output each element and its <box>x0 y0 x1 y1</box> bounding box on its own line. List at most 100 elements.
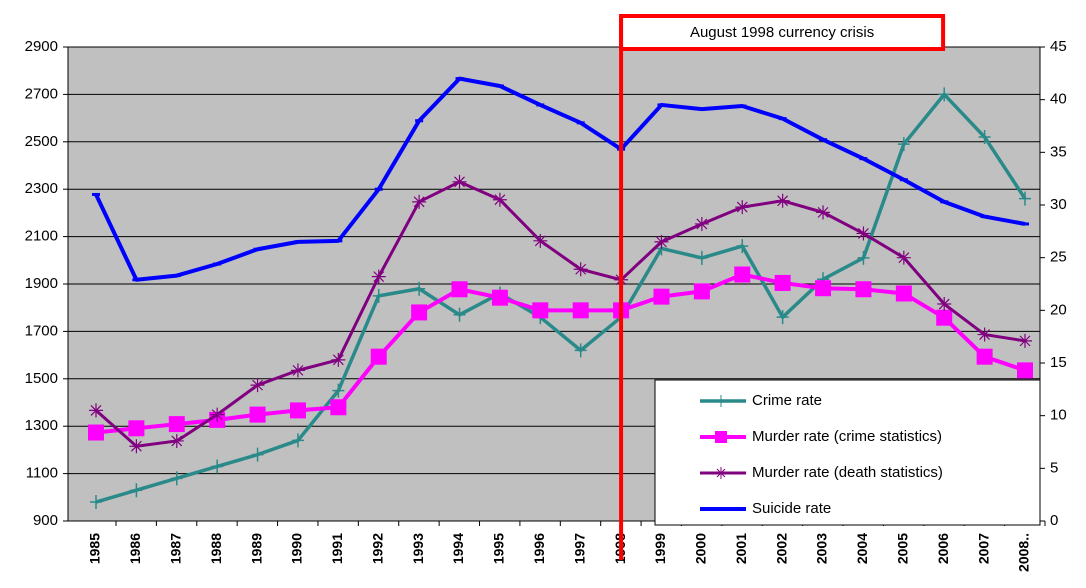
data-point <box>291 433 304 448</box>
legend-label: Crime rate <box>752 392 822 409</box>
data-point <box>452 174 467 189</box>
data-point <box>896 250 911 265</box>
marker <box>896 250 911 265</box>
data-point <box>572 302 589 319</box>
marker <box>895 285 912 302</box>
data-point <box>576 121 585 125</box>
data-point <box>290 363 305 378</box>
marker <box>855 281 872 298</box>
marker <box>736 239 749 254</box>
marker <box>451 281 468 298</box>
marker <box>976 348 993 365</box>
legend-marker <box>715 467 727 479</box>
data-point <box>778 117 787 121</box>
marker <box>693 283 710 300</box>
legend-marker <box>715 431 727 443</box>
marker <box>168 416 185 433</box>
marker <box>129 439 144 454</box>
y-tick-label: 1700 <box>25 322 58 339</box>
marker <box>734 266 751 283</box>
data-point <box>455 77 464 81</box>
marker <box>88 424 104 441</box>
data-point <box>211 459 224 474</box>
y2-tick-label: 25 <box>1050 249 1067 266</box>
data-point <box>170 471 183 486</box>
legend-box <box>654 379 1041 526</box>
data-point <box>859 157 868 161</box>
marker <box>453 307 466 322</box>
data-point <box>978 130 991 145</box>
marker <box>1021 222 1029 226</box>
marker <box>211 459 224 474</box>
marker <box>532 302 549 319</box>
marker <box>374 187 383 191</box>
data-point <box>532 302 549 319</box>
y-tick-label: 2900 <box>25 38 58 55</box>
marker <box>334 239 343 243</box>
marker <box>370 348 387 365</box>
data-point <box>412 194 427 209</box>
data-point <box>250 378 265 393</box>
data-point <box>695 250 708 265</box>
data-point <box>653 288 670 305</box>
legend-label: Murder rate (crime statistics) <box>752 428 942 445</box>
marker <box>293 240 302 244</box>
marker <box>1017 362 1033 379</box>
data-point <box>775 193 790 208</box>
marker <box>289 402 306 419</box>
marker <box>938 87 951 102</box>
data-point <box>936 309 953 326</box>
legend-marker <box>715 395 727 407</box>
y2-tick-label: 20 <box>1050 301 1067 318</box>
legend-label: Suicide rate <box>752 500 831 517</box>
x-tick-label: 1996 <box>531 533 547 564</box>
marker <box>856 226 871 241</box>
data-point <box>976 348 993 365</box>
data-point <box>491 289 508 306</box>
x-tick-label: 2001 <box>733 533 749 564</box>
data-point <box>169 433 184 448</box>
x-tick-label: 1987 <box>167 533 183 564</box>
data-point <box>897 137 910 152</box>
data-point <box>1019 191 1031 206</box>
data-point <box>1021 222 1029 226</box>
y-tick-label: 1900 <box>25 275 58 292</box>
marker <box>695 250 708 265</box>
y2-tick-label: 15 <box>1050 354 1067 371</box>
marker <box>492 192 507 207</box>
marker <box>899 178 908 182</box>
x-tick-label: 2002 <box>773 533 789 564</box>
marker <box>816 205 831 220</box>
y2-tick-label: 10 <box>1050 407 1067 424</box>
y-tick-label: 2300 <box>25 180 58 197</box>
data-point <box>816 205 831 220</box>
data-point <box>736 239 749 254</box>
data-point <box>734 266 751 283</box>
data-point <box>1017 362 1033 379</box>
marker <box>330 399 347 416</box>
marker <box>452 174 467 189</box>
data-point <box>693 283 710 300</box>
data-point <box>533 233 548 248</box>
marker <box>775 193 790 208</box>
data-point <box>573 262 588 277</box>
marker <box>253 247 262 251</box>
data-point <box>331 352 346 367</box>
marker <box>697 107 706 111</box>
marker <box>940 200 949 204</box>
x-tick-label: 1988 <box>208 533 224 564</box>
data-point <box>172 274 181 278</box>
marker <box>978 130 991 145</box>
marker <box>89 403 103 418</box>
marker <box>778 117 787 121</box>
marker <box>411 304 428 321</box>
data-point <box>819 138 828 142</box>
data-point <box>940 200 949 204</box>
marker <box>251 447 264 462</box>
marker <box>90 495 102 510</box>
marker <box>857 250 870 265</box>
marker <box>130 483 143 498</box>
series-line <box>95 180 1026 448</box>
marker <box>172 274 181 278</box>
